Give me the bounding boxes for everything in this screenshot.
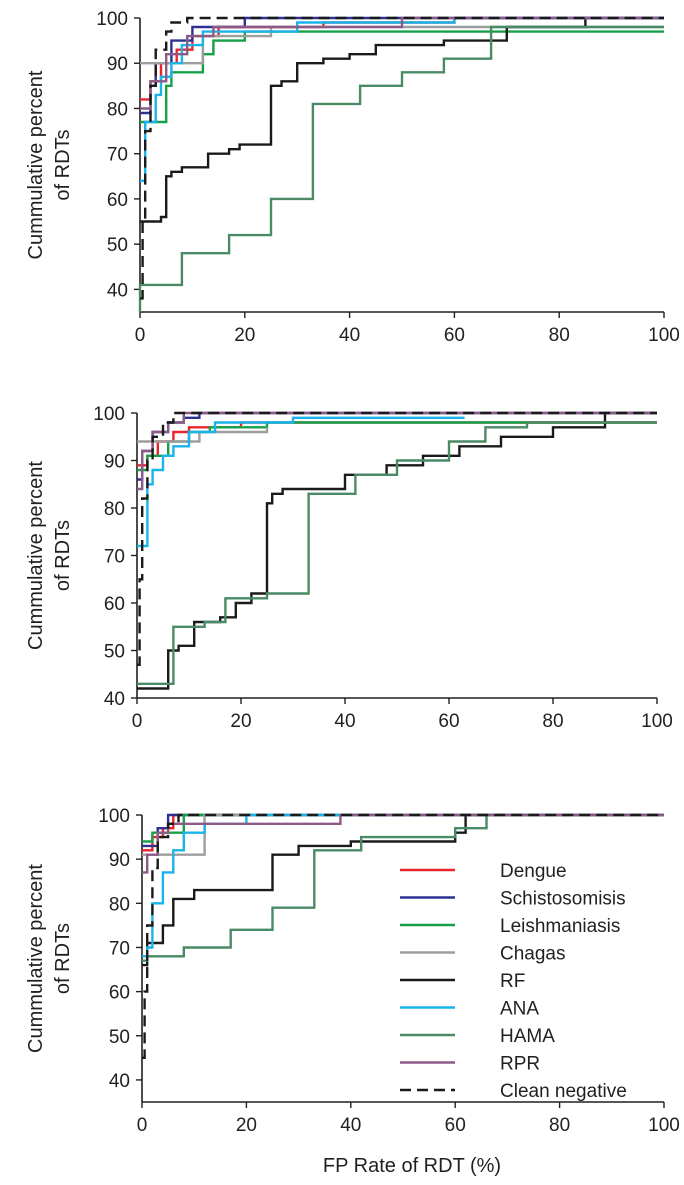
series-line-rf [137,411,657,690]
series-line-rpr [142,813,664,874]
y-tick-label: 100 [93,404,125,425]
series-line-rf [140,16,664,223]
legend-label-leishmaniasis: Leishmaniasis [500,916,620,937]
y-tick-label: 90 [104,452,125,473]
legend-label-chagas: Chagas [500,944,566,965]
y-tick-label: 60 [107,190,128,211]
x-tick-label: 40 [339,325,360,346]
x-tick-label: 80 [542,711,563,732]
legend-label-clean-negative: Clean negative [500,1081,627,1102]
x-tick-label: 0 [132,711,143,732]
series-line-chagas [137,427,269,443]
x-tick-label: 100 [648,325,680,346]
series-line-ana [137,416,465,548]
x-tick-label: 0 [137,1115,148,1136]
legend-label-rf: RF [500,971,525,992]
y-tick-label: 50 [104,642,125,663]
legend-label-dengue: Dengue [500,861,567,882]
legend-label-hama: HAMA [500,1026,555,1047]
series-line-hama [137,421,657,685]
x-tick-label: 60 [438,711,459,732]
series-line-dengue [142,813,664,852]
series-line-clean-negative [140,16,664,300]
x-axis-label: FP Rate of RDT (%) [323,1155,501,1177]
y-tick-label: 90 [109,850,130,871]
x-tick-label: 60 [444,325,465,346]
y-tick-label: 80 [107,99,128,120]
y-tick-label: 50 [107,235,128,256]
legend-label-rpr: RPR [500,1054,540,1075]
series-line-clean-negative [142,813,664,1060]
x-tick-label: 0 [135,325,146,346]
y-tick-label: 40 [104,689,125,710]
x-tick-label: 80 [549,325,570,346]
x-tick-label: 100 [641,711,673,732]
chart-panel-1: 0 20 40 60 80 100 40 50 60 70 80 90 100 Cummulative p… [25,9,680,346]
y-tick-label: 80 [104,499,125,520]
chart-panel-2: 0 20 40 60 80 100 40 50 60 70 80 90 100 Cummulative p… [25,404,673,732]
y-tick-label: 70 [107,145,128,166]
series-line-rpr [137,411,657,491]
x-tick-label: 40 [334,711,355,732]
y-tick-label: 70 [104,547,125,568]
series-line-chagas [142,813,664,856]
x-tick-label: 20 [230,711,251,732]
y-tick-label: 60 [109,983,130,1004]
x-tick-label: 60 [445,1115,466,1136]
y-axis-label: Cummulative percent of RDTs [25,864,74,1053]
y-axis-label: Cummulative percent of RDTs [25,70,74,259]
y-tick-label: 40 [109,1071,130,1092]
y-tick-label: 60 [104,594,125,615]
legend-label-schistosomisis: Schistosomisis [500,889,626,910]
series-line-clean-negative [137,411,657,666]
series-line-hama [138,25,664,312]
x-tick-label: 20 [236,1115,257,1136]
x-tick-label: 80 [549,1115,570,1136]
chart-panel-3: 0 20 40 60 80 100 40 50 60 70 80 90 100 Cummulative p… [25,806,680,1136]
y-tick-label: 80 [109,894,130,915]
y-tick-label: 50 [109,1027,130,1048]
legend: Dengue Schistosomisis Leishmaniasis Chagas R… [400,861,627,1102]
y-tick-label: 40 [107,280,128,301]
y-tick-label: 90 [107,54,128,75]
series-line-ana [140,16,664,183]
y-tick-label: 100 [96,9,128,30]
y-axis-label: Cummulative percent of RDTs [25,461,74,650]
series-line-dengue [140,16,664,101]
legend-label-ana: ANA [500,999,539,1020]
y-tick-label: 100 [98,806,130,827]
x-tick-label: 20 [234,325,255,346]
x-tick-label: 100 [648,1115,680,1136]
x-tick-label: 40 [340,1115,361,1136]
series-line-hama [142,813,664,962]
y-tick-label: 70 [109,938,130,959]
